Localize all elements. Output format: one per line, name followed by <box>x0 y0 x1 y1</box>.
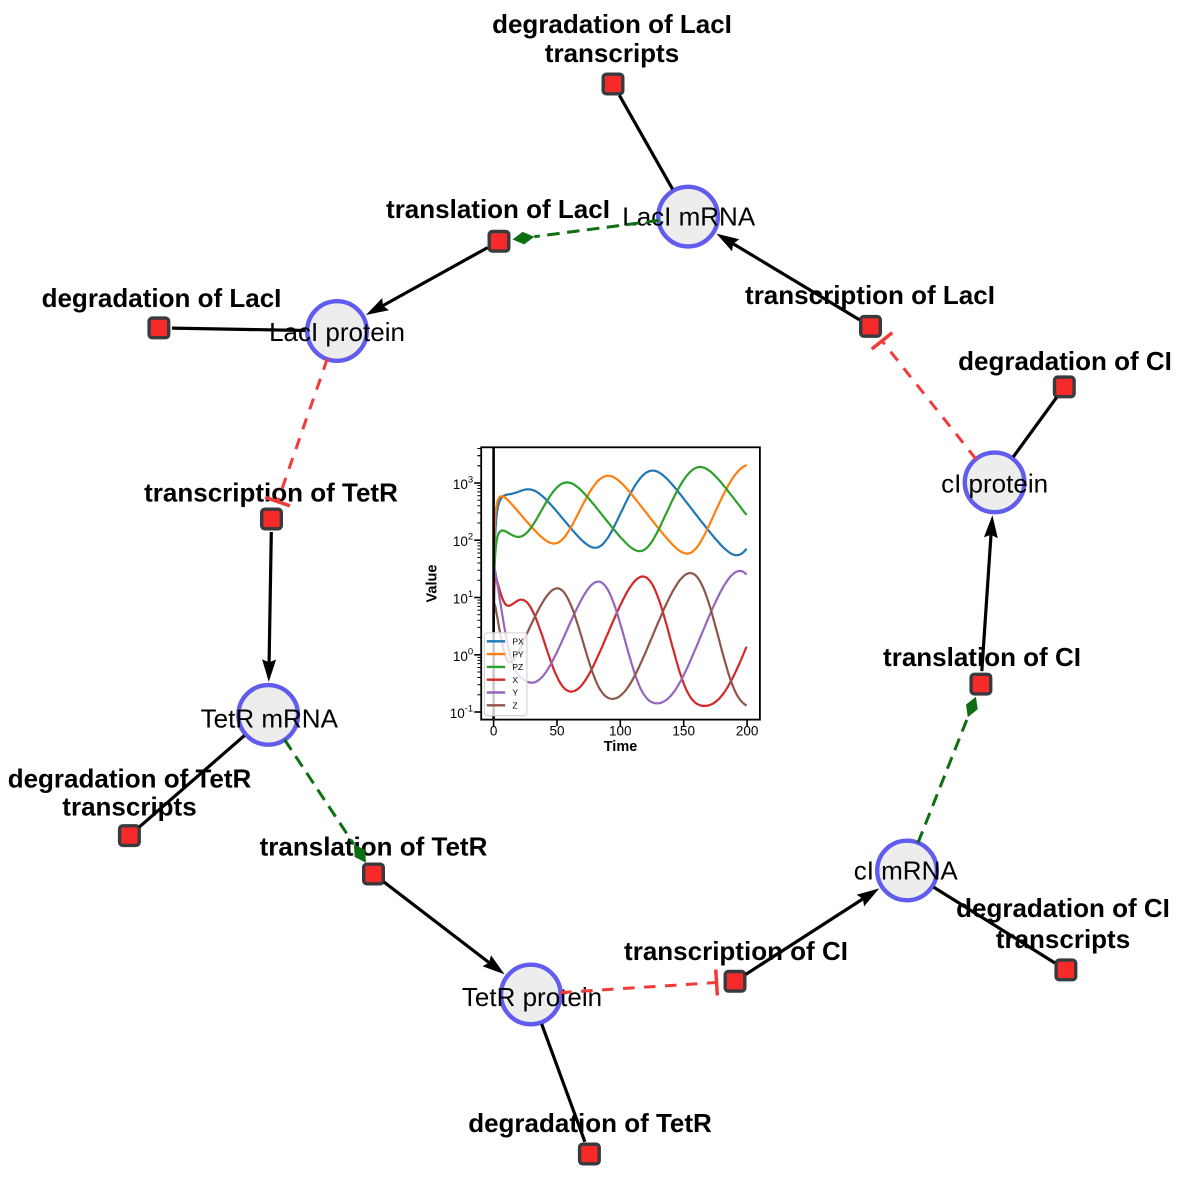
svg-text:translation of LacI: translation of LacI <box>386 194 610 224</box>
svg-text:Y: Y <box>512 688 518 698</box>
svg-text:degradation of CI: degradation of CI <box>956 893 1170 923</box>
svg-text:degradation of CI: degradation of CI <box>958 346 1172 376</box>
svg-text:150: 150 <box>672 724 695 739</box>
svg-text:translation of TetR: translation of TetR <box>260 832 488 862</box>
svg-text:degradation of LacI: degradation of LacI <box>42 283 282 313</box>
svg-text:200: 200 <box>736 724 759 739</box>
svg-text:TetR protein: TetR protein <box>462 982 602 1012</box>
svg-text:Z: Z <box>512 701 517 711</box>
svg-text:degradation of LacI: degradation of LacI <box>492 9 732 39</box>
svg-text:transcription of LacI: transcription of LacI <box>745 280 995 310</box>
svg-text:0: 0 <box>490 724 498 739</box>
svg-text:PZ: PZ <box>512 662 523 672</box>
svg-text:100: 100 <box>609 724 632 739</box>
svg-text:100: 100 <box>453 646 473 664</box>
svg-text:50: 50 <box>549 724 564 739</box>
svg-text:TetR mRNA: TetR mRNA <box>201 703 339 733</box>
svg-text:transcription of CI: transcription of CI <box>624 936 848 966</box>
svg-text:PY: PY <box>512 649 524 659</box>
svg-text:103: 103 <box>453 475 473 493</box>
svg-text:transcripts: transcripts <box>545 38 679 68</box>
svg-text:102: 102 <box>453 532 473 550</box>
svg-text:degradation of TetR: degradation of TetR <box>468 1108 712 1138</box>
svg-text:degradation of TetR: degradation of TetR <box>8 764 252 794</box>
svg-text:101: 101 <box>453 589 473 607</box>
svg-text:10-1: 10-1 <box>450 704 473 722</box>
svg-text:cI mRNA: cI mRNA <box>854 855 959 885</box>
svg-text:LacI mRNA: LacI mRNA <box>622 201 756 231</box>
svg-text:transcription of TetR: transcription of TetR <box>144 478 398 508</box>
svg-text:cI protein: cI protein <box>941 469 1048 499</box>
svg-text:PX: PX <box>512 637 524 647</box>
svg-text:X: X <box>512 675 518 685</box>
svg-text:Value: Value <box>425 565 441 603</box>
svg-text:Time: Time <box>604 739 638 755</box>
svg-text:LacI protein: LacI protein <box>269 317 405 347</box>
